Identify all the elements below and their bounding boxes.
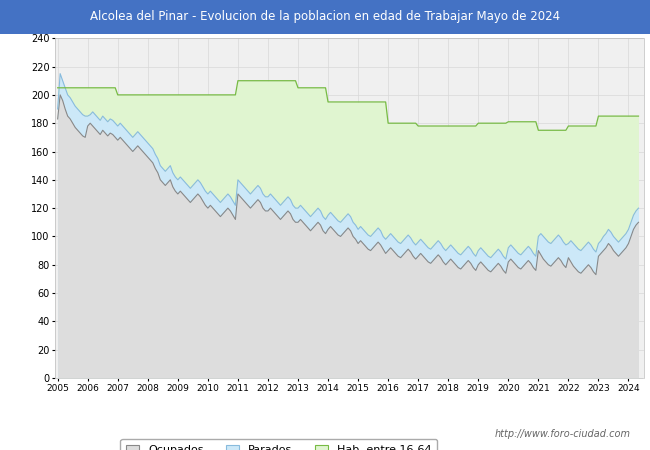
Text: Alcolea del Pinar - Evolucion de la poblacion en edad de Trabajar Mayo de 2024: Alcolea del Pinar - Evolucion de la pobl… [90, 10, 560, 23]
Legend: Ocupados, Parados, Hab. entre 16-64: Ocupados, Parados, Hab. entre 16-64 [120, 439, 437, 450]
Text: http://www.foro-ciudad.com: http://www.foro-ciudad.com [495, 429, 630, 439]
